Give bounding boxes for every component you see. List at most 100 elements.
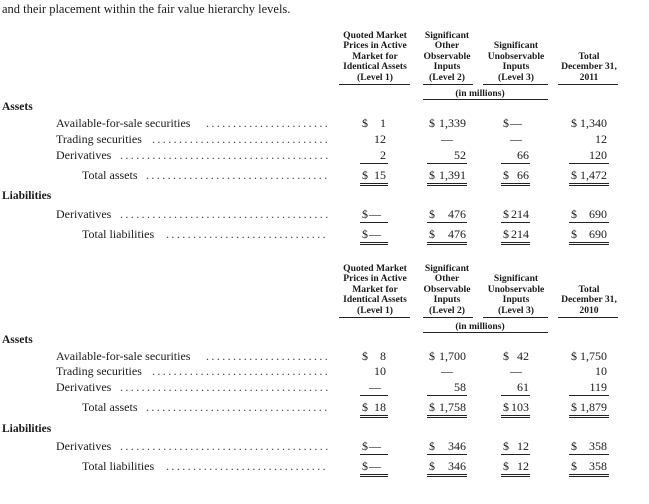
row-label: Derivatives [56,148,112,162]
col-header-total: Total December 31, 2010 [561,283,617,316]
cell-level1: — [369,227,381,241]
cell-level2: — [441,132,453,146]
total-double-rule [501,415,530,418]
cell-total: 1,340 [580,116,607,130]
header-rule [339,84,410,85]
row-label: Available-for-sale securities [56,116,191,130]
dot-leader: ........................................… [120,380,328,394]
header-rule [483,317,548,318]
cell-level3: — [510,364,522,378]
cell-level3: 42 [517,349,529,363]
col-header-level3: Significant Unobservable Inputs (Level 3) [487,40,545,83]
total-double-rule [360,183,388,186]
dot-leader: ........................................… [120,207,328,221]
total-double-rule [360,415,388,418]
dot-leader: ........................................… [120,148,328,162]
subtotal-rule [501,222,530,223]
cell-level1: 10 [374,364,386,378]
cell-level2: 58 [454,380,466,394]
cell-level2: 1,700 [439,349,466,363]
row-label: Total liabilities [82,459,155,473]
subtotal-rule [360,222,388,223]
subtotal-rule [427,454,467,455]
dot-leader: ........................................… [166,227,328,241]
cell-level1: 8 [380,349,386,363]
row-label: Derivatives [56,207,112,221]
cell-level2: 1,391 [439,168,466,182]
subtotal-rule [569,163,609,164]
subtotal-rule [427,222,467,223]
header-rule [423,99,548,100]
cell-level3: 12 [517,439,529,453]
total-double-rule [501,474,530,477]
header-rule [423,84,473,85]
row-label: Derivatives [56,380,112,394]
dot-leader: ........................................… [152,132,328,146]
total-double-rule [501,183,530,186]
cell-level1: 18 [374,400,386,414]
subtotal-rule [427,395,467,396]
cell-level1: 12 [374,132,386,146]
cell-level2: 346 [448,439,466,453]
row-label: Total liabilities [82,227,155,241]
cell-level3: 103 [511,400,529,414]
header-rule [423,317,473,318]
cell-total: 10 [595,364,607,378]
cell-total: 358 [589,439,607,453]
cell-total: 690 [589,207,607,221]
total-double-rule [569,183,609,186]
row-label: Total assets [82,168,138,182]
dot-leader: ........................................… [120,439,328,453]
units-label: (in millions) [455,88,505,99]
dot-leader: ........................................… [166,459,328,473]
cell-total: 1,879 [580,400,607,414]
liabilities-heading: Liabilities [2,423,52,435]
cell-level2: 1,339 [439,116,466,130]
subtotal-rule [360,454,388,455]
assets-heading: Assets [2,101,33,113]
cell-level2: — [441,364,453,378]
cell-level2: 476 [448,207,466,221]
subtotal-rule [501,163,530,164]
subtotal-rule [569,222,609,223]
cell-level2: 346 [448,459,466,473]
subtotal-rule [569,454,609,455]
cell-total: 690 [589,227,607,241]
intro-text: and their placement within the fair valu… [2,2,291,16]
total-double-rule [569,415,609,418]
subtotal-rule [360,395,388,396]
cell-level2: 476 [448,227,466,241]
header-rule [423,332,548,333]
cell-level1: 2 [380,148,386,162]
cell-level1: — [369,439,381,453]
row-label: Available-for-sale securities [56,349,191,363]
subtotal-rule [501,395,530,396]
liabilities-heading: Liabilities [2,190,52,202]
cell-level1: — [369,380,381,394]
total-double-rule [360,474,388,477]
cell-level3: — [510,132,522,146]
cell-level1: — [369,207,381,221]
dot-leader: ........................................… [152,364,328,378]
assets-heading: Assets [2,334,33,346]
dot-leader: ........................................… [206,349,328,363]
col-header-level1: Quoted Market Prices in Active Market for I… [343,263,407,316]
row-label: Trading securities [56,132,142,146]
cell-level3: 66 [517,168,529,182]
header-rule [558,84,618,85]
header-rule [558,317,618,318]
col-header-level1: Quoted Market Prices in Active Market for I… [343,30,407,83]
subtotal-rule [501,454,530,455]
subtotal-rule [360,163,388,164]
cell-level3: 214 [511,207,529,221]
dot-leader: ........................................… [146,400,328,414]
row-label: Trading securities [56,364,142,378]
col-header-level2: Significant Other Observable Inputs (Level 2… [423,263,471,316]
total-double-rule [427,474,467,477]
total-double-rule [569,474,609,477]
cell-level2: 1,758 [439,400,466,414]
cell-level3: 66 [517,148,529,162]
row-label: Derivatives [56,439,112,453]
cell-level1: 15 [374,168,386,182]
cell-total: 1,750 [580,349,607,363]
